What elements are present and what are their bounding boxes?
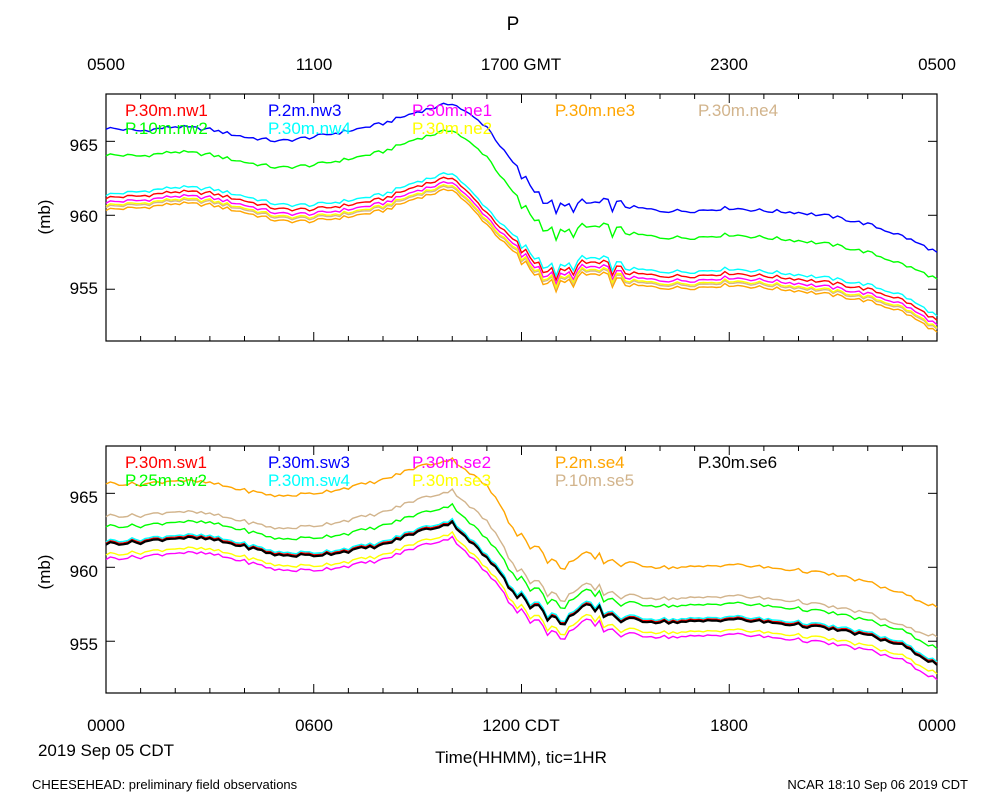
top-tick-label: 1100 <box>296 55 333 74</box>
tick-marks-bottom <box>105 446 938 693</box>
legend-entry-p-25m-sw2: P.25m.sw2 <box>125 471 207 490</box>
bottom-axis-labels: 0000 0600 1200 CDT 1800 0000 <box>87 716 956 735</box>
bottom-tick-label: 1200 CDT <box>482 716 559 735</box>
legend-entry-p-30m-ne4: P.30m.ne4 <box>698 101 778 120</box>
top-tick-label: 1700 GMT <box>481 55 561 74</box>
bottom-tick-label: 1800 <box>710 716 748 735</box>
bottom-tick-label: 0600 <box>295 716 333 735</box>
legend-entry-p-30m-sw3: P.30m.sw3 <box>268 453 350 472</box>
legend-entry-p-30m-ne3: P.30m.ne3 <box>555 101 635 120</box>
top-axis-labels: 0500 1100 1700 GMT 2300 0500 <box>87 55 956 74</box>
series-line-p-30m-sw4 <box>105 517 938 663</box>
series-line-p-10m-se5 <box>105 487 938 638</box>
legend-entry-p-30m-nw4: P.30m.nw4 <box>268 119 351 138</box>
y-tick-label-960: 960 <box>70 207 98 226</box>
chart-title: P <box>507 14 520 35</box>
top-tick-label: 2300 <box>710 55 748 74</box>
legend-top: P.30m.nw1 P.2m.nw3 P.30m.ne1 P.30m.ne3 P.30m… <box>125 101 778 138</box>
legend-entry-p-30m-sw1: P.30m.sw1 <box>125 453 207 472</box>
legend-bottom: P.30m.sw1 P.30m.sw3 P.30m.se2 P.2m.se4 P.30m… <box>125 453 777 490</box>
legend-entry-p-30m-se3: P.30m.se3 <box>412 471 491 490</box>
series-line-p-30m-se2 <box>105 535 938 681</box>
series-line-p-30m-ne4 <box>105 185 938 330</box>
series-line-p-30m-nw1 <box>105 176 938 321</box>
footer-right: NCAR 18:10 Sep 06 2019 CDT <box>787 777 968 792</box>
plot-frame-top <box>105 93 938 342</box>
y-axis-title-top: (mb) <box>35 200 54 235</box>
series-line-p-2m-nw3 <box>105 102 938 253</box>
date-label: 2019 Sep 05 CDT <box>38 741 174 760</box>
y-tick-label-965: 965 <box>70 488 98 507</box>
series-line-p-2m-se4 <box>105 456 938 608</box>
legend-entry-p-30m-ne1: P.30m.ne1 <box>412 101 492 120</box>
y-axis-title-bottom: (mb) <box>35 555 54 590</box>
footer-left: CHEESEHEAD: preliminary field observatio… <box>32 777 298 792</box>
y-tick-label-960: 960 <box>70 562 98 581</box>
legend-entry-p-10m-se5: P.10m.se5 <box>555 471 634 490</box>
bottom-tick-label: 0000 <box>87 716 125 735</box>
series-line-p-10m-nw2 <box>105 129 938 280</box>
y-tick-label-965: 965 <box>70 136 98 155</box>
legend-entry-p-30m-nw1: P.30m.nw1 <box>125 101 208 120</box>
series-lines-top <box>105 102 938 333</box>
plot-panel-bottom: 955 960 965 (mb) P.30m.sw1 P.30m.sw3 P.30m… <box>35 445 938 694</box>
series-lines-bottom <box>105 456 938 681</box>
legend-entry-p-30m-ne2: P.30m.ne2 <box>412 119 492 138</box>
y-axis-labels-bottom: 955 960 965 <box>70 488 98 654</box>
series-line-p-30m-ne3 <box>105 188 938 333</box>
bottom-tick-label: 0000 <box>918 716 956 735</box>
top-tick-label: 0500 <box>87 55 125 74</box>
legend-entry-p-30m-se6: P.30m.se6 <box>698 453 777 472</box>
legend-entry-p-30m-sw4: P.30m.sw4 <box>268 471 350 490</box>
legend-entry-p-2m-se4: P.2m.se4 <box>555 453 625 472</box>
series-line-p-30m-se3 <box>105 530 938 675</box>
y-axis-labels-top: 955 960 965 <box>70 136 98 298</box>
y-tick-label-955: 955 <box>70 279 98 298</box>
series-line-p-30m-nw4 <box>105 172 938 317</box>
series-line-p-30m-ne2 <box>105 183 938 329</box>
plot-panel-top: 955 960 965 (mb) P.30m.nw1 P.2m.nw3 P.30m.… <box>35 93 938 342</box>
top-tick-label: 0500 <box>918 55 956 74</box>
series-line-p-30m-se6 <box>105 519 938 666</box>
tick-marks-top <box>105 94 938 341</box>
legend-entry-p-2m-nw3: P.2m.nw3 <box>268 101 341 120</box>
legend-entry-p-30m-se2: P.30m.se2 <box>412 453 491 472</box>
x-axis-title: Time(HHMM), tic=1HR <box>435 748 607 767</box>
legend-entry-p-10m-nw2: P.10m.nw2 <box>125 119 208 138</box>
y-tick-label-955: 955 <box>70 635 98 654</box>
series-line-p-25m-sw2 <box>105 502 938 650</box>
series-line-p-30m-ne1 <box>105 180 938 326</box>
